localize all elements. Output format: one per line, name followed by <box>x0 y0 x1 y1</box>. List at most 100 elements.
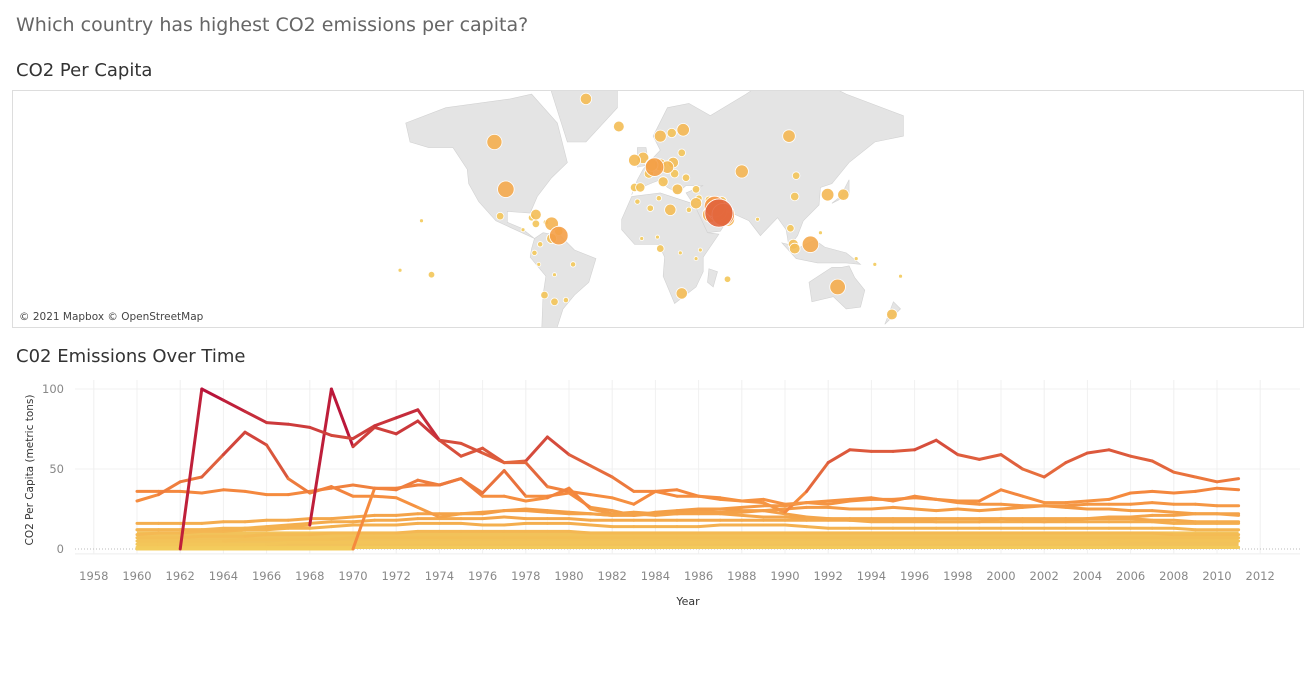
series-line-segment <box>394 512 420 517</box>
series-line-segment <box>567 521 593 527</box>
series-line-segment <box>783 489 809 514</box>
series-line-segment <box>977 453 1003 461</box>
series-line-segment <box>977 507 1003 513</box>
series-line-segment <box>805 515 830 521</box>
series-line-segment <box>956 453 981 461</box>
series-line-segment <box>351 425 377 449</box>
series-line-segment <box>157 480 182 497</box>
series-line-segment <box>329 515 355 521</box>
series-line-segment <box>999 502 1025 508</box>
series-line-segment <box>351 424 377 441</box>
series-line-segment <box>286 523 312 529</box>
country-bubble <box>829 278 846 296</box>
country-bubble <box>691 185 701 194</box>
series-line-segment <box>697 507 722 513</box>
y-tick-label: 0 <box>57 542 64 556</box>
line-chart[interactable]: 1958 1960 1962 1964 1966 1968 1970 1972 1974 1976… <box>0 370 1315 620</box>
series-line-segment <box>524 509 549 514</box>
country-bubble <box>397 267 403 273</box>
series-line-segment <box>1129 454 1154 463</box>
x-tick-label: 1978 <box>511 569 540 583</box>
series-line-segment <box>308 485 333 495</box>
x-tick-label: 1986 <box>684 569 713 583</box>
series-line-segment <box>761 497 787 506</box>
series-line-segment <box>718 512 744 517</box>
country-bubble <box>697 247 703 253</box>
series-line-segment <box>869 496 895 503</box>
series-line-segment <box>1064 502 1089 508</box>
series-line-segment <box>567 517 593 522</box>
series-line-segment <box>1107 507 1133 513</box>
series-line-segment <box>761 501 787 514</box>
series-line-segment <box>459 477 485 498</box>
series-line-segment <box>1215 486 1241 492</box>
series-line-segment <box>977 488 1003 503</box>
country-bubble <box>486 134 503 151</box>
country-bubble <box>579 92 593 105</box>
x-tick-label: 1976 <box>468 569 497 583</box>
series-line-segment <box>934 438 960 457</box>
x-tick-label: 1990 <box>770 569 799 583</box>
series-line-segment <box>329 523 355 529</box>
series-line-segment <box>243 430 269 447</box>
series-line-segment <box>567 529 593 535</box>
x-tick-label: 2012 <box>1246 569 1275 583</box>
country-bubble <box>634 198 641 205</box>
series-line-segment <box>1085 497 1111 503</box>
country-bubble <box>671 183 684 196</box>
country-bubble <box>755 216 760 222</box>
country-bubble <box>646 204 654 212</box>
series-line-segment <box>1042 518 1068 524</box>
map-credit[interactable]: © 2021 Mapbox © OpenStreetMap <box>19 311 204 323</box>
series-line-segment <box>999 505 1025 511</box>
series-line-segment <box>1172 489 1197 495</box>
series-line-segment <box>243 409 269 425</box>
series-line-segment <box>481 509 506 516</box>
series-line-segment <box>977 517 1003 524</box>
series-line-segment <box>221 528 247 533</box>
series-line-segment <box>1172 518 1197 524</box>
series-line-segment <box>783 512 809 519</box>
series-line-segment <box>545 435 571 457</box>
series-line-segment <box>545 485 571 493</box>
series-line-segment <box>783 501 809 506</box>
series-line-segment <box>697 494 722 501</box>
series-line-segment <box>653 489 679 498</box>
series-line-segment <box>481 469 506 495</box>
country-bubble <box>818 230 823 236</box>
co2-map[interactable]: © 2021 Mapbox © OpenStreetMap <box>12 31 1304 346</box>
country-bubble <box>530 208 542 221</box>
series-line-segment <box>891 505 917 511</box>
series-line-segment <box>1107 539 1133 545</box>
country-bubble <box>552 272 557 278</box>
series-line-segment <box>1085 448 1111 455</box>
country-bubble <box>550 297 559 306</box>
x-tick-label: 2004 <box>1073 569 1102 583</box>
series-line-segment <box>524 496 549 503</box>
series-line-segment <box>589 523 614 529</box>
series-line-segment <box>308 525 333 530</box>
series-line-segment <box>243 533 269 538</box>
series-line-segment <box>610 475 636 493</box>
x-tick-label: 2008 <box>1159 569 1188 583</box>
series-line-segment <box>1215 477 1241 484</box>
series-line-segment <box>632 489 657 506</box>
map-title: CO2 Per Capita <box>16 60 153 81</box>
series-line-segment <box>1150 520 1176 525</box>
country-bubble <box>704 198 734 228</box>
series-line-segment <box>675 507 701 513</box>
series-line-segment <box>1215 512 1241 517</box>
country-bubble <box>497 180 515 198</box>
x-tick-label: 1988 <box>727 569 756 583</box>
series-line-segment <box>351 483 377 490</box>
series-line-segment <box>1064 499 1089 505</box>
country-bubble <box>635 182 646 193</box>
series-line-segment <box>416 505 441 519</box>
series-line-segment <box>1129 501 1154 506</box>
series-line-segment <box>286 517 312 522</box>
world-map[interactable] <box>13 31 1303 346</box>
series-line-segment <box>481 515 506 521</box>
country-bubble <box>427 271 436 279</box>
series-line-segment <box>1172 510 1197 516</box>
series-line-segment <box>805 499 830 505</box>
